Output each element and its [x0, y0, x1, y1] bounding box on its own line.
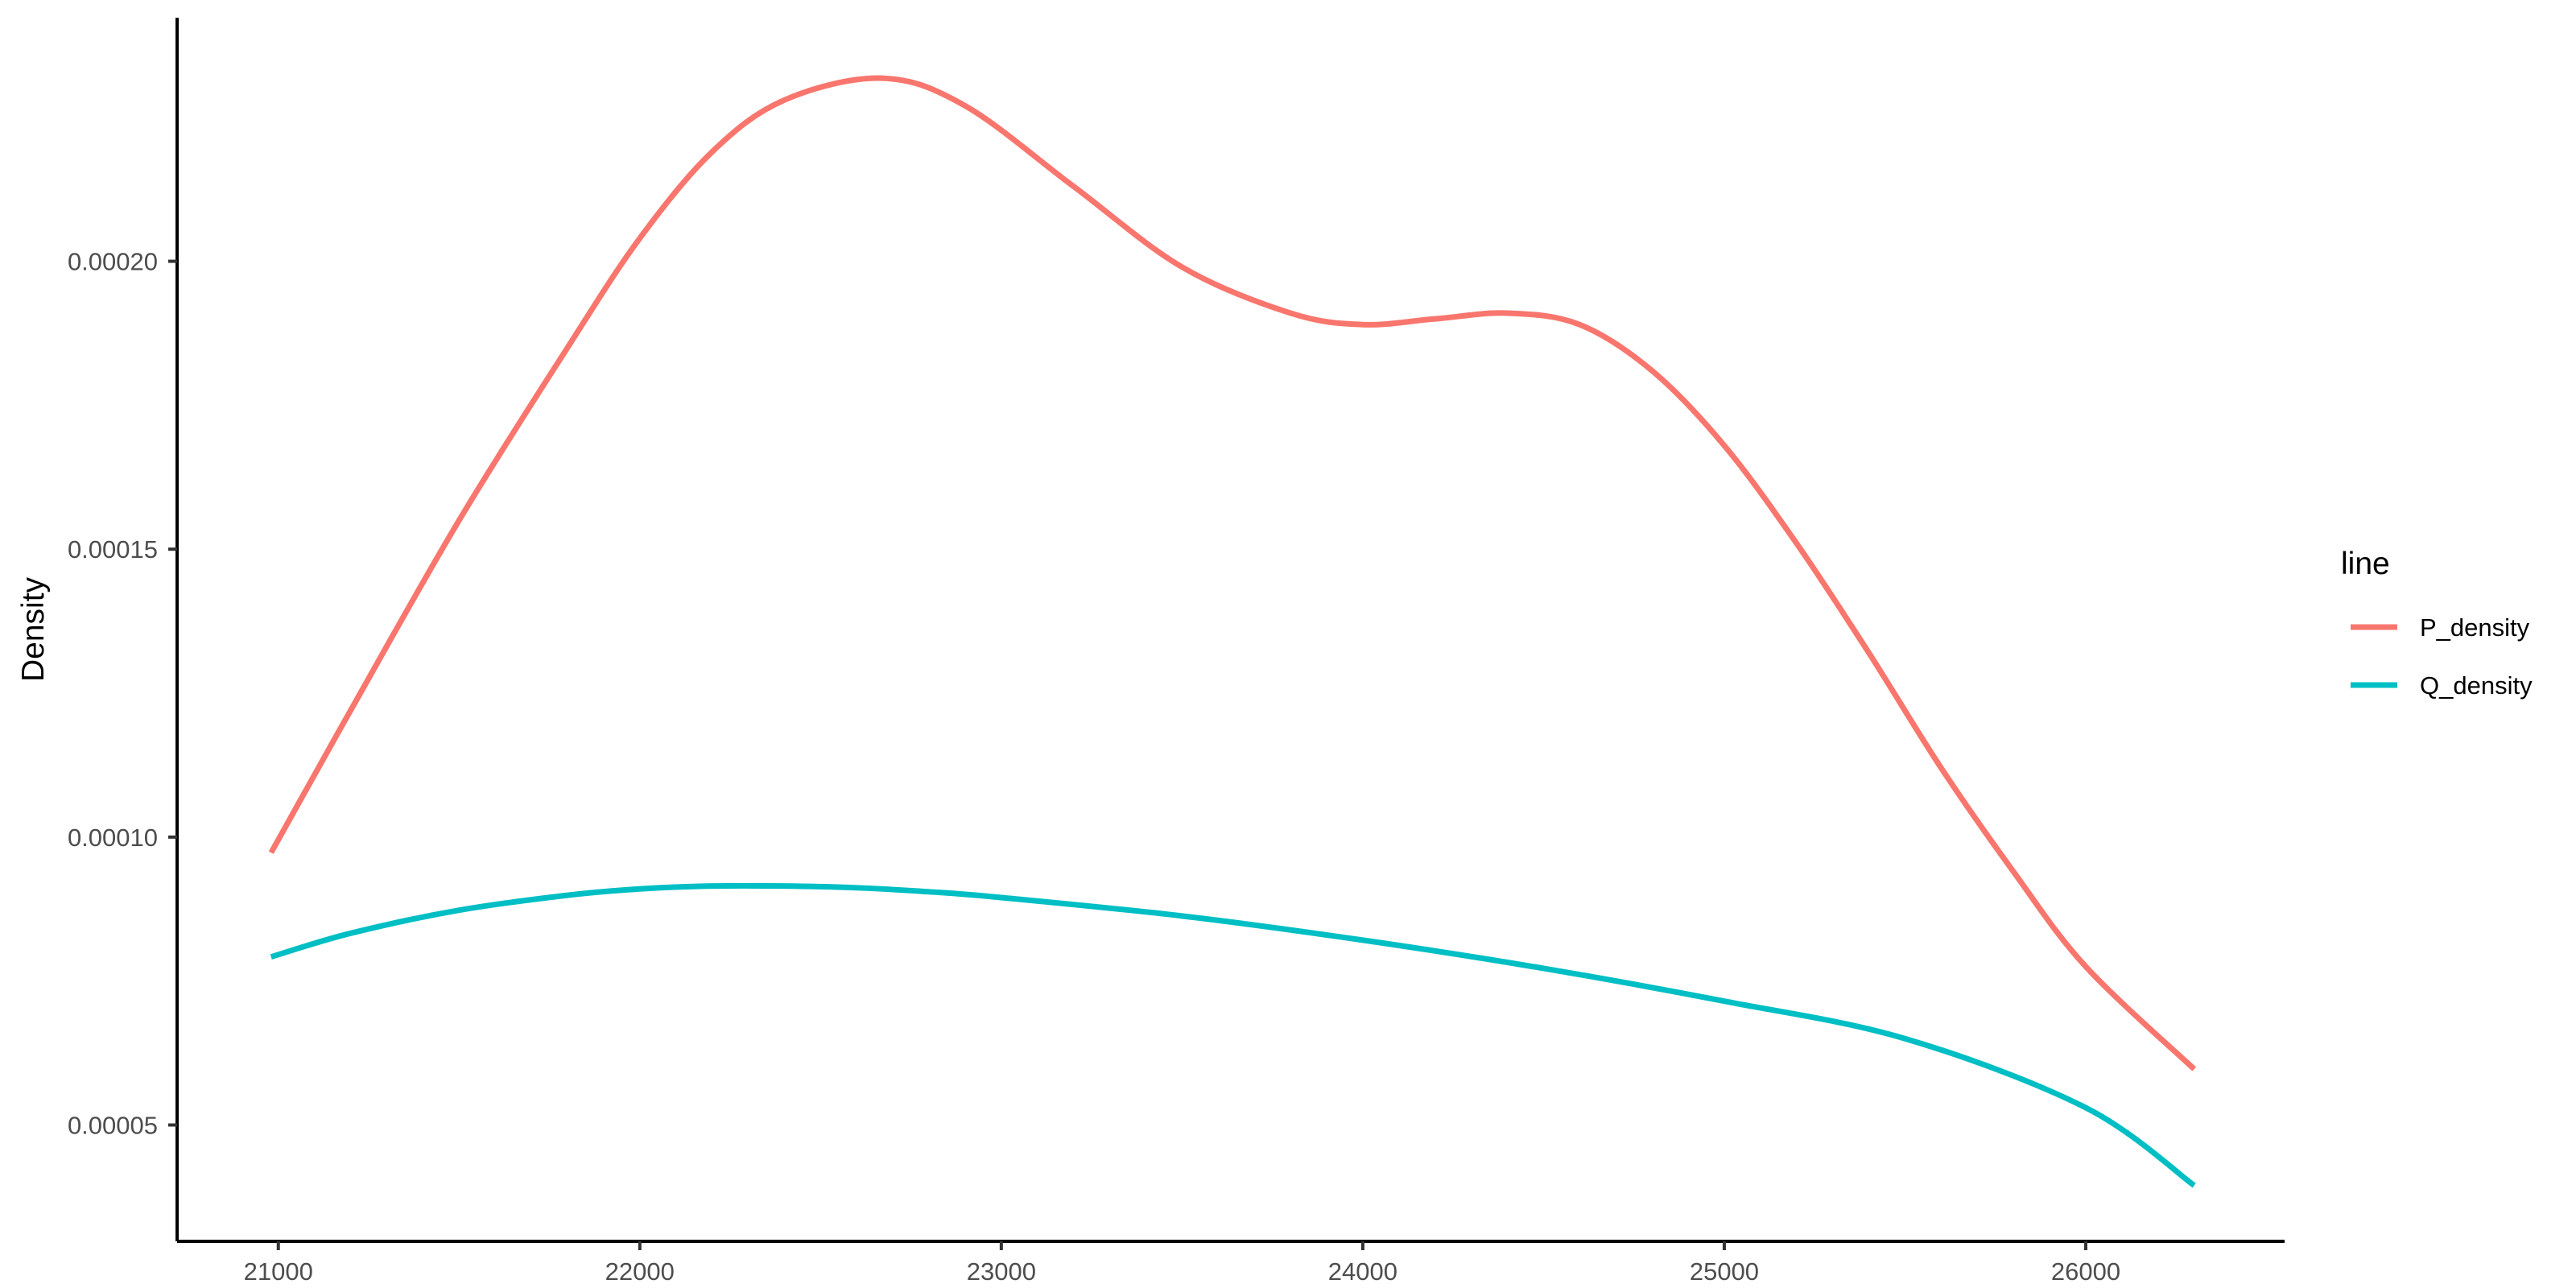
x-tick-label: 21000 [244, 1257, 313, 1286]
x-tick-label: 24000 [1328, 1257, 1397, 1286]
y-tick-label: 0.00005 [68, 1112, 158, 1140]
x-tick-label: 25000 [1690, 1257, 1759, 1286]
x-tick-label: 23000 [967, 1257, 1036, 1286]
legend: line P_density Q_density [2341, 547, 2533, 700]
y-tick-label: 0.00015 [68, 535, 158, 564]
y-tick-label: 0.00020 [68, 248, 158, 276]
y-tick-label: 0.00010 [68, 824, 158, 852]
x-tick-label: 26000 [2051, 1257, 2120, 1286]
series-line-Q_density [270, 882, 2196, 1188]
plot-area [268, 75, 2197, 1188]
legend-label-Q_density: Q_density [2420, 671, 2533, 700]
series-line-P_density [268, 75, 2197, 1071]
x-tick-label: 22000 [605, 1257, 675, 1286]
legend-title: line [2341, 547, 2390, 581]
legend-label-P_density: P_density [2420, 613, 2530, 642]
axes: 0.00005 0.00010 0.00015 0.00020 21000 22000 23… [16, 18, 2285, 1286]
y-axis-title: Density [16, 576, 51, 682]
